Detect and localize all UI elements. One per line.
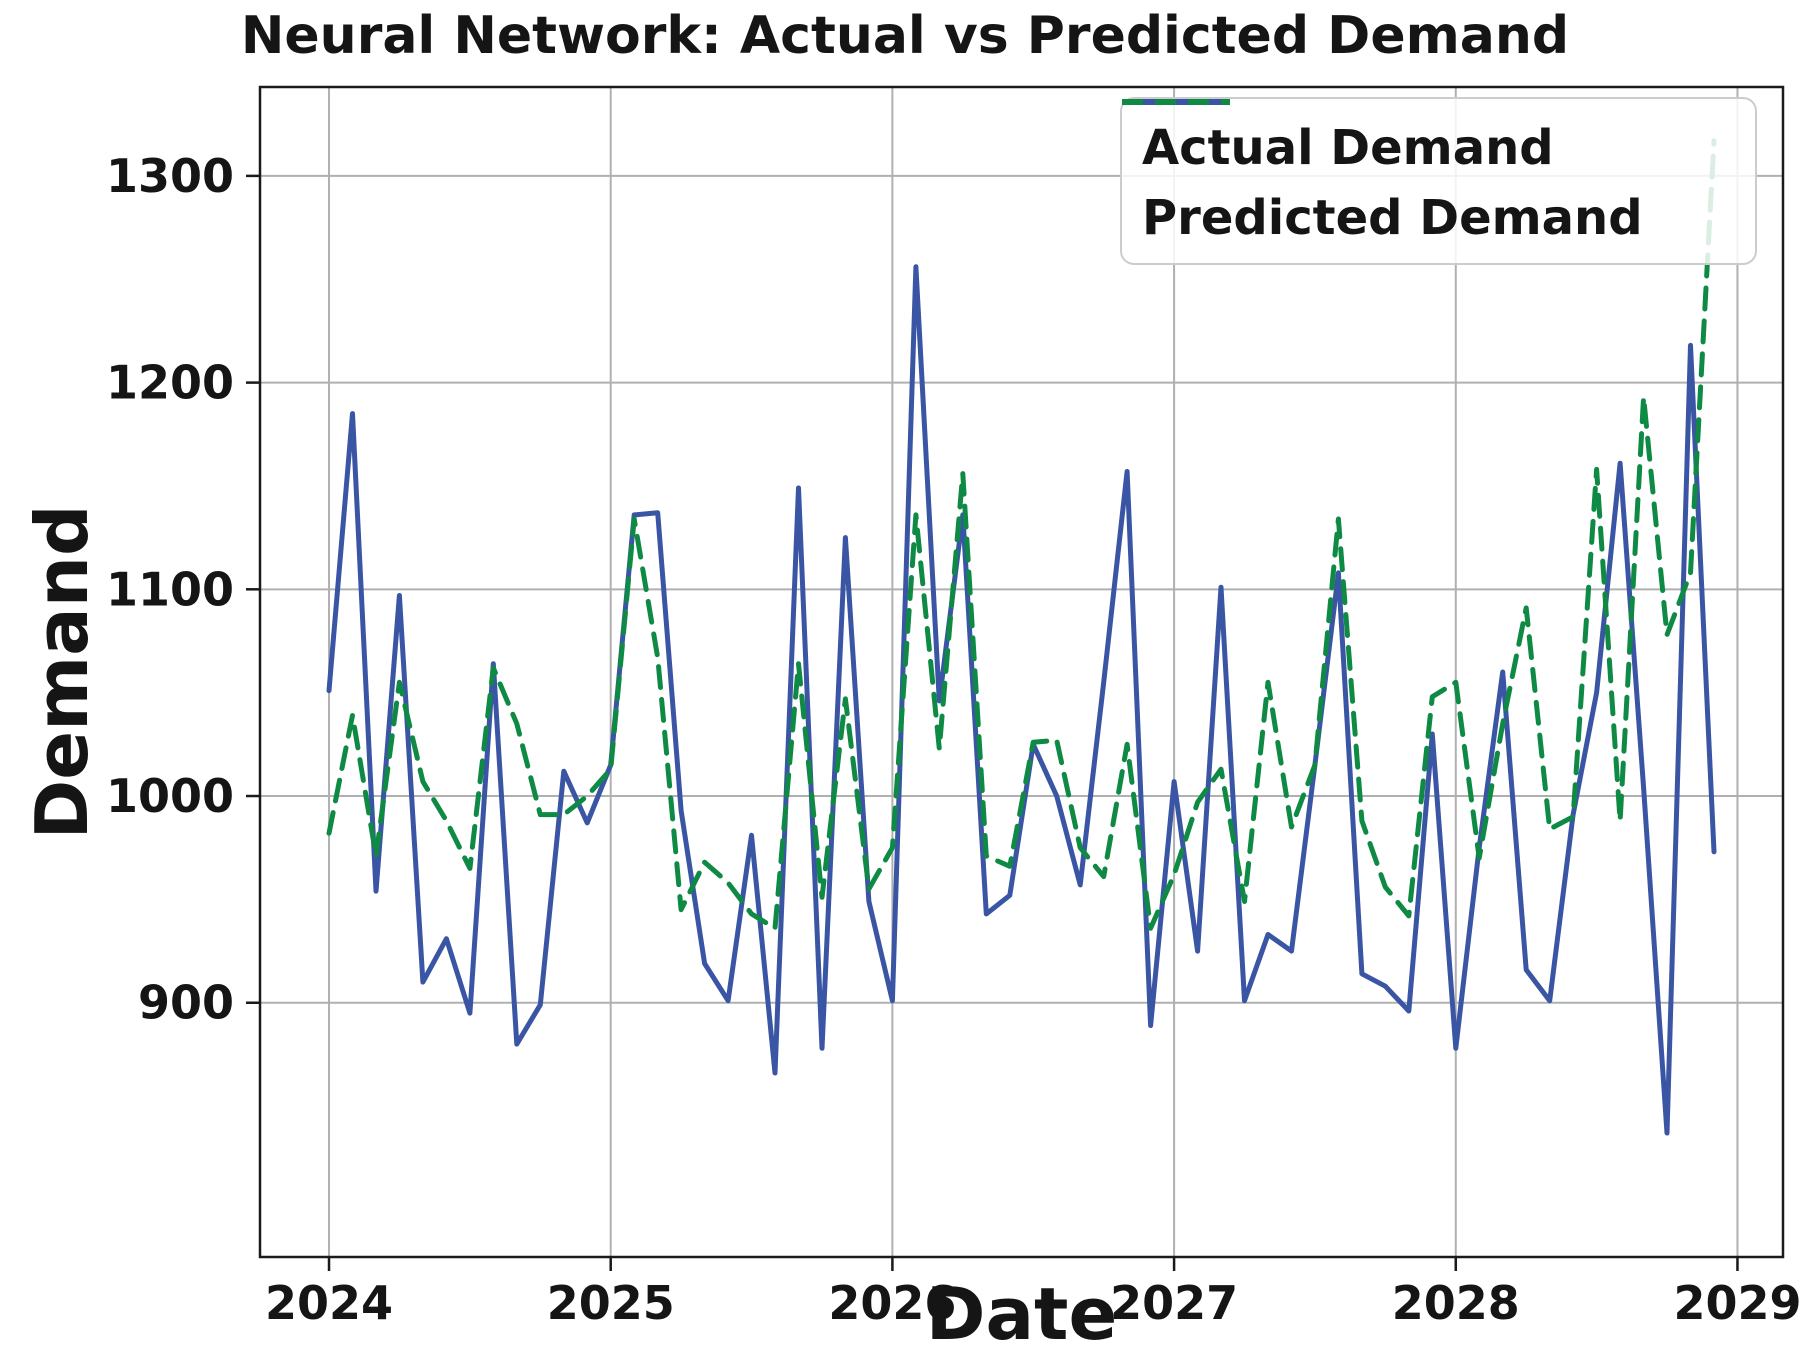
x-axis-label: Date (925, 1272, 1118, 1356)
legend-label-predicted: Predicted Demand (1142, 190, 1643, 246)
y-tick-label: 1300 (106, 149, 234, 203)
x-tick-label: 2028 (1392, 1276, 1520, 1330)
plot-border (258, 85, 1785, 1259)
legend-label-actual: Actual Demand (1142, 120, 1554, 176)
y-tick-label: 1200 (106, 356, 234, 410)
x-tick-label: 2025 (547, 1276, 675, 1330)
y-tick-label: 1100 (106, 562, 234, 616)
y-axis-label: Demand (20, 504, 104, 840)
x-tick-label: 2029 (1673, 1276, 1801, 1330)
y-tick-label: 900 (138, 976, 234, 1030)
legend-item-predicted: Predicted Demand (1122, 99, 1755, 246)
x-tick-label: 2026 (828, 1276, 956, 1330)
chart-title: Neural Network: Actual vs Predicted Dema… (240, 6, 1570, 66)
actual-demand-line (326, 264, 1717, 1136)
y-tick-label: 1000 (106, 769, 234, 823)
x-tick-label: 2027 (1110, 1276, 1238, 1330)
legend-item-actual: Actual Demand (1122, 99, 1755, 176)
legend-box: Actual Demand Predicted Demand (1120, 97, 1757, 265)
predicted-line-icon (1122, 99, 1230, 105)
predicted-demand-line (326, 138, 1717, 931)
x-tick-label: 2024 (265, 1276, 393, 1330)
